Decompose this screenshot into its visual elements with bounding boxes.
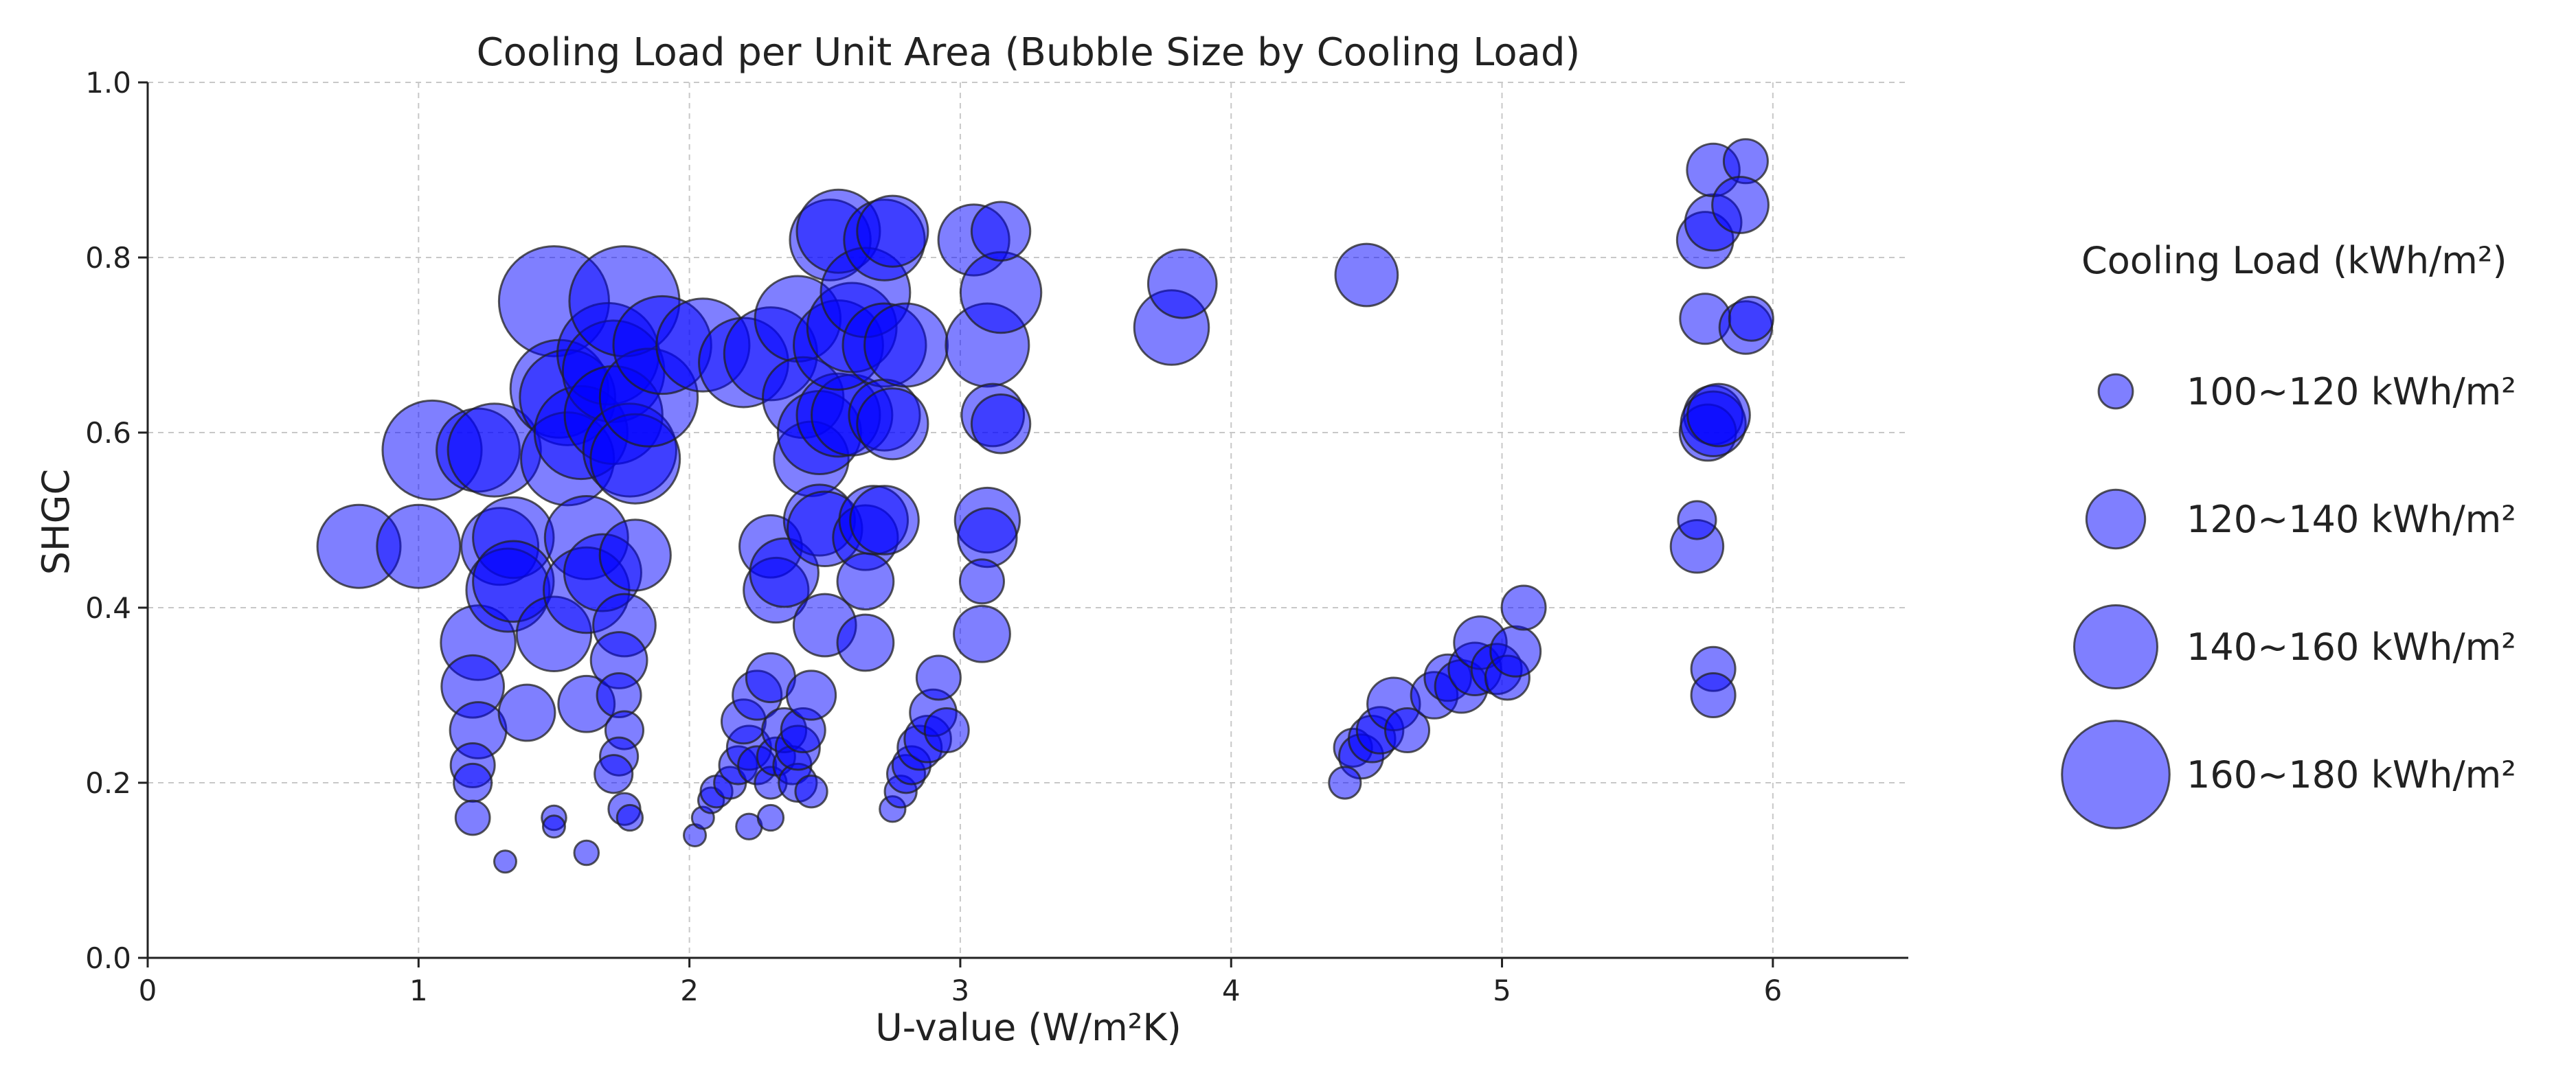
bubble — [573, 839, 600, 867]
bubble — [1686, 382, 1751, 448]
bubble — [598, 518, 672, 592]
legend-label: 140~160 kWh/m² — [2187, 626, 2516, 669]
bubble — [836, 613, 895, 672]
bubble — [1711, 176, 1770, 234]
legend-label: 120~140 kWh/m² — [2187, 498, 2516, 541]
bubble — [1677, 500, 1717, 540]
bubble — [953, 604, 1011, 663]
x-tick-label: 2 — [680, 974, 699, 1007]
bubble — [863, 302, 949, 388]
legend-marker — [2097, 373, 2134, 410]
bubble — [785, 669, 837, 721]
bubble — [376, 503, 462, 589]
bubble — [915, 654, 962, 701]
legend: Cooling Load (kWh/m²) 100~120 kWh/m² 120~… — [2061, 239, 2516, 829]
bubble — [836, 552, 895, 611]
bubble — [756, 803, 785, 832]
x-tick-label: 1 — [409, 974, 428, 1007]
bubble — [1334, 242, 1399, 308]
x-tick-label: 5 — [1493, 974, 1511, 1007]
bubble — [1728, 295, 1774, 342]
bubble — [958, 558, 1005, 605]
bubble — [541, 814, 566, 839]
bubble — [923, 707, 970, 754]
legend-marker — [2061, 720, 2171, 829]
bubble — [970, 200, 1032, 262]
bubble — [1500, 584, 1547, 631]
bubble — [454, 799, 491, 836]
chart-title: Cooling Load per Unit Area (Bubble Size … — [477, 30, 1581, 75]
bubble — [856, 194, 929, 268]
axes: 0 1 2 3 4 5 6 0.0 0.2 0.4 0.6 0.8 1.0 — [85, 66, 1908, 1007]
bubble — [1146, 248, 1218, 319]
x-axis-title: U-value (W/m²K) — [875, 1006, 1182, 1049]
bubble — [615, 803, 644, 832]
x-tick-label: 6 — [1763, 974, 1782, 1007]
bubble — [493, 849, 517, 874]
x-tick-label: 4 — [1222, 974, 1241, 1007]
legend-marker — [2073, 604, 2158, 689]
bubble — [959, 251, 1043, 334]
bubble — [596, 672, 642, 719]
bubble — [1328, 766, 1362, 800]
x-tick-label: 3 — [951, 974, 970, 1007]
y-tick-label: 0.8 — [85, 241, 131, 275]
bubble — [856, 387, 929, 461]
bubble — [1489, 625, 1542, 678]
y-tick-label: 0.2 — [85, 766, 131, 800]
bubble — [1690, 672, 1737, 719]
y-axis-title: SHGC — [34, 469, 78, 575]
bubble — [594, 754, 634, 794]
bubble — [970, 393, 1032, 455]
legend-label: 160~180 kWh/m² — [2187, 753, 2516, 796]
y-tick-label: 0.6 — [85, 416, 131, 450]
y-tick-label: 1.0 — [85, 66, 131, 100]
bubble — [957, 507, 1018, 569]
legend-label: 100~120 kWh/m² — [2187, 370, 2516, 413]
bubble — [1384, 707, 1431, 754]
bubble — [794, 775, 828, 809]
legend-marker — [2085, 488, 2147, 550]
y-tick-label: 0.4 — [85, 591, 131, 625]
bubble — [497, 683, 556, 742]
y-tick-label: 0.0 — [85, 941, 131, 975]
legend-title: Cooling Load (kWh/m²) — [2081, 239, 2507, 282]
bubble — [849, 485, 920, 555]
bubble-layer — [316, 138, 1774, 874]
bubble — [453, 762, 493, 803]
x-tick-label: 0 — [139, 974, 157, 1007]
